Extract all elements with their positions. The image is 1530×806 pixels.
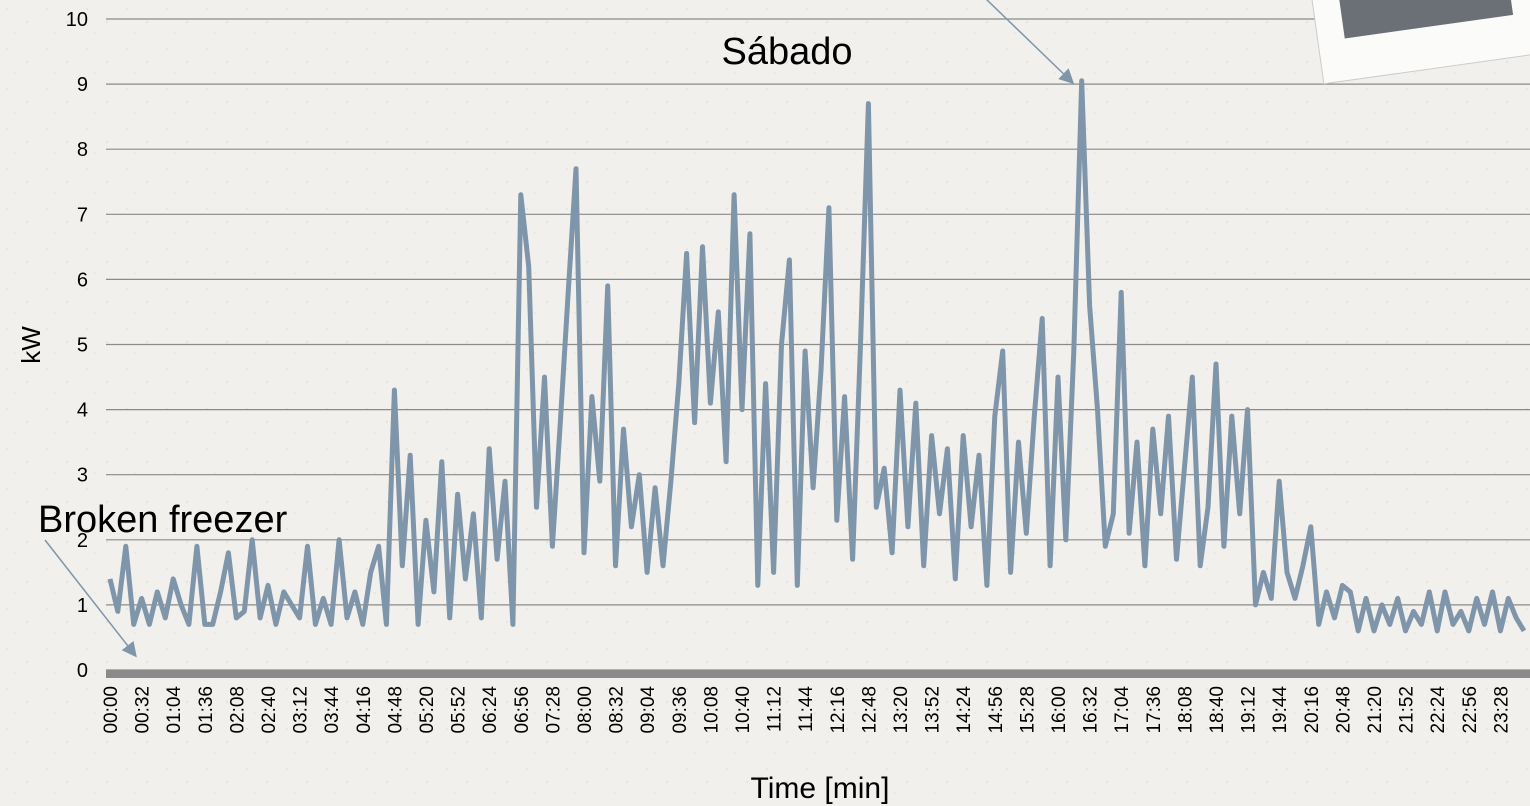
x-tick-label: 11:12 (765, 686, 786, 732)
x-tick-label: 04:16 (354, 686, 375, 734)
x-axis-label: Time [min] (751, 772, 890, 805)
x-tick-label: 14:56 (986, 686, 1007, 734)
y-tick-label: 10 (66, 9, 88, 31)
y-tick-label: 3 (77, 465, 88, 487)
x-tick-label: 13:20 (891, 686, 912, 734)
x-tick-label: 08:32 (607, 686, 628, 734)
x-tick-label: 13:52 (923, 686, 944, 734)
x-tick-label: 20:48 (1333, 686, 1354, 734)
x-tick-label: 19:44 (1270, 686, 1291, 734)
x-tick-label: 21:52 (1397, 686, 1418, 734)
y-tick-label: 0 (77, 660, 88, 682)
x-axis (106, 670, 1530, 678)
x-tick-label: 16:32 (1081, 686, 1102, 734)
x-tick-label: 01:04 (164, 686, 185, 734)
x-tick-label: 22:56 (1460, 686, 1481, 734)
x-tick-label: 03:12 (291, 686, 312, 734)
chart-title: Sábado (721, 31, 852, 73)
x-tick-label: 06:24 (480, 686, 501, 734)
x-tick-label: 19:12 (1239, 686, 1260, 734)
x-tick-label: 10:40 (733, 686, 754, 734)
x-tick-label: 03:44 (322, 686, 343, 734)
x-tick-label: 17:04 (1112, 686, 1133, 734)
x-tick-label: 05:52 (449, 686, 470, 734)
y-tick-label: 6 (77, 269, 88, 291)
y-tick-label: 8 (77, 139, 88, 161)
y-tick-label: 5 (77, 335, 88, 357)
x-tick-label: 07:28 (543, 686, 564, 734)
y-tick-label: 4 (77, 400, 88, 422)
x-tick-label: 02:08 (227, 686, 248, 734)
x-tick-label: 17:36 (1144, 686, 1165, 734)
y-axis-label: kW (16, 326, 46, 364)
page: {"chart_data": {"type": "line", "title":… (0, 0, 1530, 806)
x-tick-label: 06:56 (512, 686, 533, 734)
x-tick-label: 08:00 (575, 686, 596, 734)
x-tick-label: 22:24 (1428, 686, 1449, 734)
x-tick-label: 00:00 (101, 686, 122, 734)
x-tick-label: 12:16 (828, 686, 849, 734)
x-tick-label: 00:32 (133, 686, 154, 734)
chart: 01234567891000:0000:3201:0401:3602:0802:… (0, 0, 1530, 806)
x-tick-label: 09:04 (638, 686, 659, 734)
x-tick-label: 09:36 (670, 686, 691, 734)
x-tick-label: 18:40 (1207, 686, 1228, 734)
y-tick-label: 1 (77, 595, 88, 617)
x-tick-label: 05:20 (417, 686, 438, 734)
x-tick-label: 12:48 (859, 686, 880, 734)
x-tick-label: 10:08 (701, 686, 722, 734)
x-tick-label: 20:16 (1302, 686, 1323, 734)
x-tick-label: 18:08 (1175, 686, 1196, 734)
y-tick-label: 9 (77, 74, 88, 96)
x-tick-label: 14:24 (954, 686, 975, 734)
x-tick-label: 01:36 (196, 686, 217, 734)
y-tick-label: 7 (77, 204, 88, 226)
x-tick-label: 02:40 (259, 686, 280, 734)
annotation: Broken freezer (38, 499, 288, 541)
x-tick-label: 15:28 (1017, 686, 1038, 734)
x-tick-label: 04:48 (385, 686, 406, 734)
x-tick-label: 23:28 (1491, 686, 1512, 734)
x-tick-label: 21:20 (1365, 686, 1386, 734)
x-tick-label: 16:00 (1049, 686, 1070, 734)
x-tick-label: 11:44 (796, 686, 817, 733)
